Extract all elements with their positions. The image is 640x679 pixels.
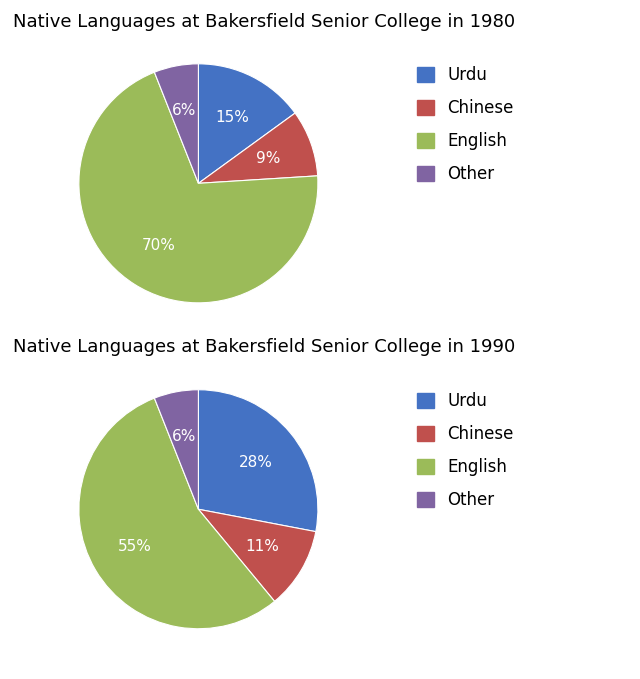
- Wedge shape: [79, 72, 318, 303]
- Text: 6%: 6%: [172, 103, 196, 118]
- Wedge shape: [198, 113, 317, 183]
- Wedge shape: [154, 64, 198, 183]
- Text: 70%: 70%: [142, 238, 175, 253]
- Wedge shape: [79, 398, 275, 629]
- Wedge shape: [198, 64, 295, 183]
- Legend: Urdu, Chinese, English, Other: Urdu, Chinese, English, Other: [417, 392, 514, 509]
- Wedge shape: [198, 509, 316, 602]
- Legend: Urdu, Chinese, English, Other: Urdu, Chinese, English, Other: [417, 66, 514, 183]
- Text: 11%: 11%: [245, 540, 279, 555]
- Wedge shape: [198, 390, 318, 532]
- Wedge shape: [154, 390, 198, 509]
- Text: 15%: 15%: [215, 110, 249, 125]
- Text: 55%: 55%: [118, 540, 152, 555]
- Text: Native Languages at Bakersfield Senior College in 1990: Native Languages at Bakersfield Senior C…: [13, 338, 515, 356]
- Text: 6%: 6%: [172, 429, 196, 444]
- Text: 28%: 28%: [239, 454, 273, 469]
- Text: Native Languages at Bakersfield Senior College in 1980: Native Languages at Bakersfield Senior C…: [13, 12, 515, 31]
- Text: 9%: 9%: [256, 151, 280, 166]
